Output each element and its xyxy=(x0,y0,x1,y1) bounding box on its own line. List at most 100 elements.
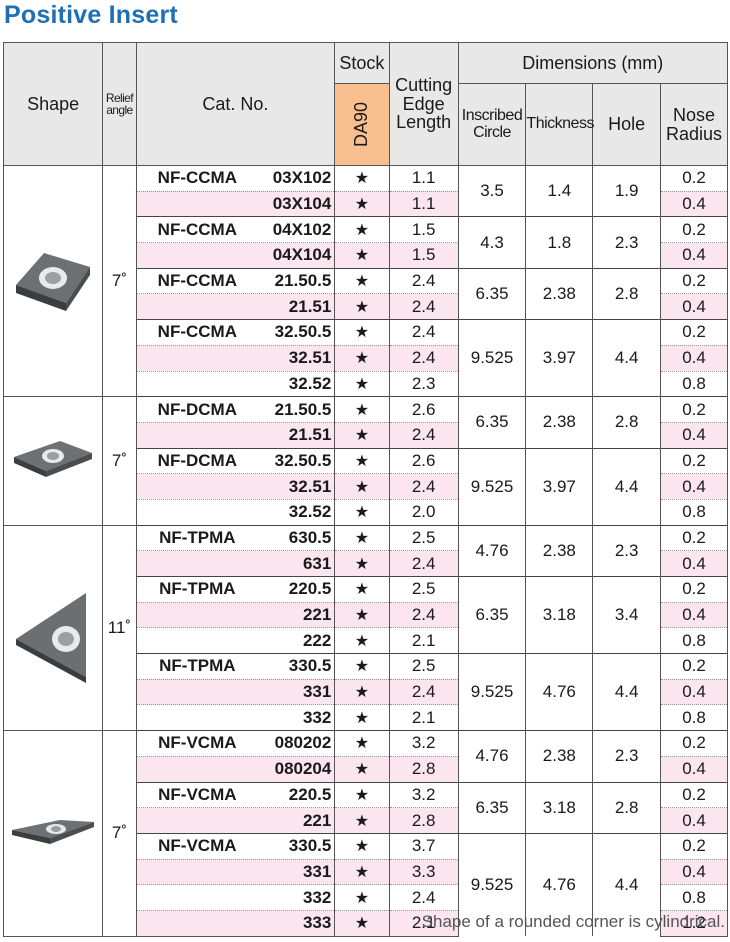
inscribed-circle: 4.3 xyxy=(458,216,527,269)
cat-no: 331 xyxy=(136,678,335,705)
cutting-edge-length: 2.4 xyxy=(389,421,459,449)
cat-no: NF-TPMA 630.5 xyxy=(136,524,335,551)
table-row: NF-CCMA 32.50.5 ★ 2.4 9.525 3.97 4.4 0.2 xyxy=(4,319,728,397)
table-row: 03X104 ★ 1.1 0.4 xyxy=(4,190,728,217)
cutting-edge-length: 1.1 xyxy=(389,190,459,217)
header-cat-no: Cat. No. xyxy=(135,42,336,166)
hole: 4.4 xyxy=(592,832,662,937)
cat-no: 221 xyxy=(136,601,335,628)
thickness: 4.76 xyxy=(525,832,594,937)
nose-radius: 0.8 xyxy=(660,370,728,397)
table-row: 7˚ NF-DCMA 21.50.5 ★ 2.6 6.35 2.38 2.8 0.2 xyxy=(2,396,728,526)
nose-radius: 0.4 xyxy=(660,601,728,628)
table-row: 333 ★ 2.1 1.2 xyxy=(4,909,728,937)
cutting-edge-length: 3.3 xyxy=(389,858,459,885)
cutting-edge-length: 3.7 xyxy=(389,832,459,860)
cat-code: 03X104 xyxy=(272,194,332,214)
hole: 2.3 xyxy=(592,216,662,269)
cat-code: 32.51 xyxy=(288,348,332,368)
cat-code: 04X102 xyxy=(272,219,332,239)
header-dimensions: Dimensions (mm) xyxy=(457,42,729,84)
cat-code: 331 xyxy=(302,861,332,881)
cat-no: NF-VCMA 220.5 xyxy=(136,781,335,808)
nose-radius: 0.8 xyxy=(660,884,728,911)
cat-prefix: NF-DCMA xyxy=(157,450,237,470)
cutting-edge-length: 2.0 xyxy=(389,498,459,526)
nose-radius: 0.4 xyxy=(660,550,728,577)
table-row: 080204 ★ 2.8 0.4 xyxy=(4,755,728,782)
stock-star: ★ xyxy=(334,755,390,782)
cat-no: NF-TPMA 330.5 xyxy=(136,653,335,680)
table-row: 332 ★ 2.1 0.8 xyxy=(4,704,728,731)
hole: 2.8 xyxy=(592,781,662,834)
stock-star: ★ xyxy=(334,216,390,243)
relief-angle: 7˚ xyxy=(102,396,137,526)
cat-no: 21.51 xyxy=(136,421,335,449)
cat-prefix: NF-CCMA xyxy=(157,219,237,239)
table-row: NF-TPMA 220.5 ★ 2.5 6.35 3.18 3.4 0.2 xyxy=(4,575,728,654)
stock-star: ★ xyxy=(334,627,390,654)
cat-code: 21.51 xyxy=(288,425,332,445)
thickness: 1.4 xyxy=(525,164,594,217)
cutting-edge-length: 3.2 xyxy=(389,730,459,757)
table-row: 331 ★ 3.3 0.4 xyxy=(4,858,728,885)
table-row: 221 ★ 2.8 0.4 xyxy=(4,807,728,834)
cat-code: 630.5 xyxy=(288,527,332,547)
relief-angle: 7˚ xyxy=(102,730,137,937)
cat-no: 222 xyxy=(136,627,335,654)
cat-code: 221 xyxy=(302,605,332,625)
nose-radius: 0.4 xyxy=(660,421,728,449)
nose-radius: 0.8 xyxy=(660,627,728,654)
stock-star: ★ xyxy=(334,267,390,294)
stock-star: ★ xyxy=(334,807,390,834)
stock-star: ★ xyxy=(334,781,390,808)
relief-angle: 7˚ xyxy=(102,164,137,398)
cat-no: 331 xyxy=(136,858,335,885)
cat-no: 221 xyxy=(136,807,335,834)
cutting-edge-length: 2.4 xyxy=(389,473,459,500)
inscribed-circle: 6.35 xyxy=(458,267,527,320)
cutting-edge-length: 2.4 xyxy=(389,344,459,371)
header-shape: Shape xyxy=(2,42,104,166)
stock-star: ★ xyxy=(334,165,390,192)
table-row: 7˚ NF-CCMA 03X102 ★ 1.1 3.5 1.4 1.9 0.2 xyxy=(2,164,728,398)
hole: 2.3 xyxy=(592,730,662,782)
thickness: 3.97 xyxy=(525,447,594,526)
cat-code: 332 xyxy=(302,887,332,907)
cutting-edge-length: 2.6 xyxy=(389,396,459,423)
cat-no: 32.51 xyxy=(136,344,335,371)
nose-radius: 0.4 xyxy=(660,344,728,371)
cat-no: NF-VCMA 080202 xyxy=(136,730,335,757)
nose-radius: 0.2 xyxy=(660,781,728,808)
header-cutting-edge-length: Cutting Edge Length xyxy=(388,42,459,166)
hole: 2.8 xyxy=(592,267,662,320)
cutting-edge-length: 2.5 xyxy=(389,524,459,551)
cat-code: 32.50.5 xyxy=(274,450,332,470)
cat-prefix: NF-TPMA xyxy=(159,527,236,547)
cat-no: 32.52 xyxy=(136,498,335,526)
cat-code: 21.51 xyxy=(288,296,332,316)
cat-code: 32.52 xyxy=(288,373,332,393)
stock-star: ★ xyxy=(334,473,390,500)
nose-radius: 0.4 xyxy=(660,807,728,834)
nose-radius: 0.4 xyxy=(660,858,728,885)
cutting-edge-length: 2.1 xyxy=(389,627,459,654)
cat-no: 32.51 xyxy=(136,473,335,500)
cat-code: 32.50.5 xyxy=(274,322,332,342)
inscribed-circle: 9.525 xyxy=(458,653,527,731)
cutting-edge-length: 2.1 xyxy=(389,909,459,937)
cutting-edge-length: 2.4 xyxy=(389,601,459,628)
cat-code: 220.5 xyxy=(288,579,332,599)
thickness: 3.18 xyxy=(525,575,594,654)
stock-star: ★ xyxy=(334,396,390,423)
cat-no: 333 xyxy=(136,909,335,937)
cat-code: 222 xyxy=(302,630,332,650)
cat-code: 21.50.5 xyxy=(274,399,332,419)
nose-radius: 0.2 xyxy=(660,447,728,474)
header-inscribed-circle: Inscribed Circle xyxy=(457,83,527,166)
cat-code: 04X104 xyxy=(272,245,332,265)
hole: 2.8 xyxy=(592,396,662,449)
table-row: 21.51 ★ 2.4 0.4 xyxy=(4,421,728,449)
cat-no: 32.52 xyxy=(136,370,335,397)
cutting-edge-length: 2.8 xyxy=(389,807,459,834)
